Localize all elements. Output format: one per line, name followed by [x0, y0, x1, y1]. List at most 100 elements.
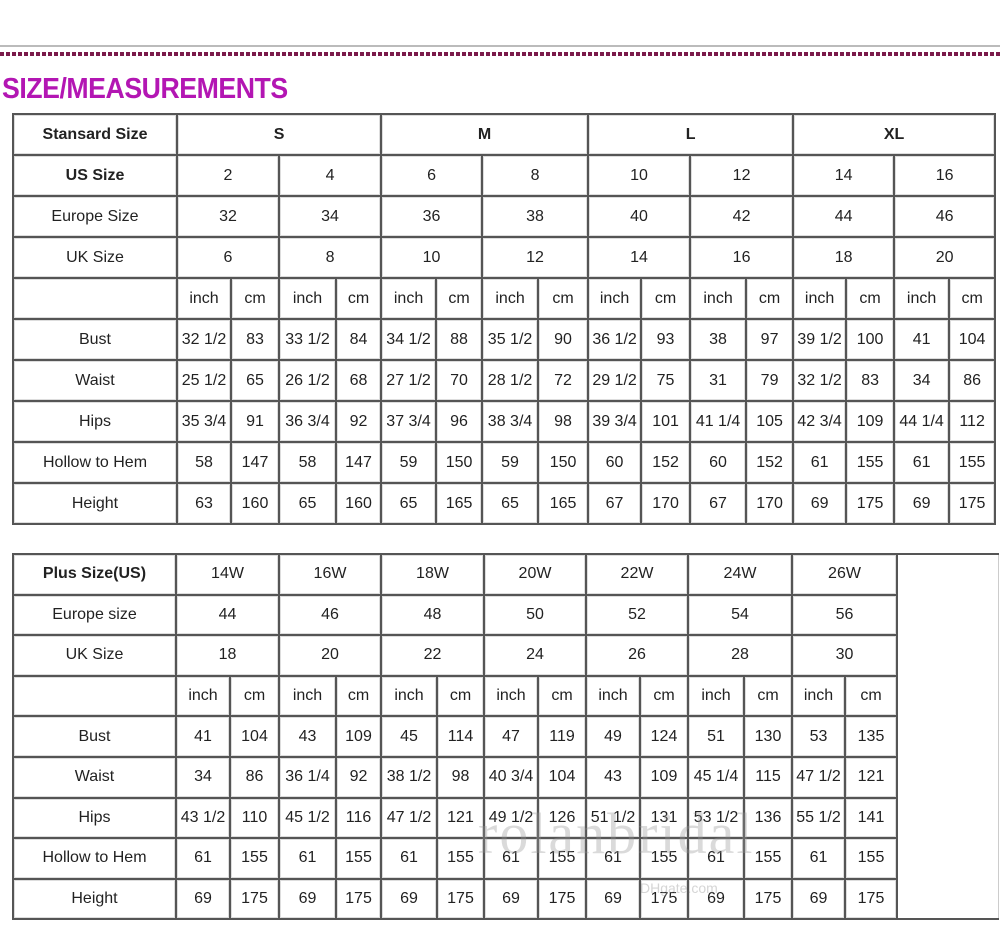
table-cell: 60 — [689, 441, 748, 484]
table-row: Waist 34 86 36 1/4 92 38 1/2 98 40 3/4 104 43 109 4… — [12, 755, 998, 799]
table-cell: 83 — [845, 359, 896, 402]
table-cell: 38 — [481, 195, 590, 238]
table-cell: 69 — [483, 877, 539, 921]
table-cell: 175 — [639, 877, 689, 921]
table-cell: 34 — [277, 195, 383, 238]
table-row: Hollow to Hem 58 147 58 147 59 150 59 150 60 152 60… — [12, 441, 997, 484]
table-cell: 18W — [380, 553, 485, 596]
table-cell: 34 — [893, 359, 951, 402]
table-cell: 48 — [380, 593, 485, 637]
table-cell: 54 — [687, 593, 793, 637]
unit-label: inch — [481, 277, 540, 320]
table-cell: 28 1/2 — [481, 359, 540, 402]
table-cell: 114 — [436, 715, 485, 758]
table-cell: 69 — [278, 877, 337, 921]
header-row: Stansard Size S M L XL — [12, 113, 997, 156]
table-cell: 68 — [334, 359, 383, 402]
table-cell: 41 1/4 — [689, 400, 748, 443]
table-cell: 155 — [639, 837, 689, 880]
table-cell: 60 — [587, 441, 643, 484]
table-cell: 61 — [687, 837, 745, 880]
table-cell: 44 — [792, 195, 896, 238]
unit-label: inch — [483, 674, 539, 718]
unit-label: inch — [587, 277, 643, 320]
row-label: Bust — [12, 715, 177, 758]
table-cell: 112 — [948, 400, 997, 443]
table-cell: 39 1/2 — [792, 318, 848, 361]
unit-label: cm — [745, 277, 795, 320]
table-cell: 43 1/2 — [175, 796, 231, 840]
unit-label: cm — [334, 277, 383, 320]
table-cell: 31 — [689, 359, 748, 402]
unit-label: cm — [639, 674, 689, 718]
unit-label: inch — [893, 277, 951, 320]
unit-label: cm — [844, 674, 898, 718]
unit-label: inch — [176, 277, 232, 320]
table-cell: 61 — [893, 441, 951, 484]
table-row: Hips 43 1/2 110 45 1/2 116 47 1/2 121 49 1/2 126… — [12, 796, 998, 840]
table-row: Bust 41 104 43 109 45 114 47 119 49 124 51 130 53 135 — [12, 715, 998, 758]
table-row: Waist 25 1/2 65 26 1/2 68 27 1/2 70 28 1/2 72 29 … — [12, 359, 997, 402]
table-cell: 26W — [791, 553, 898, 596]
unit-label: inch — [175, 674, 231, 718]
unit-label: cm — [230, 277, 280, 320]
table-cell: 2 — [176, 154, 280, 197]
table-cell: 119 — [537, 715, 587, 758]
table-cell: 10 — [380, 236, 484, 279]
table-cell: 16 — [893, 154, 997, 197]
table-cell: 101 — [640, 400, 692, 443]
table-cell: 8 — [277, 236, 383, 279]
table-cell: 160 — [334, 482, 383, 525]
table-cell: 69 — [687, 877, 745, 921]
table-cell: 175 — [844, 877, 898, 921]
size-group-l: L — [587, 113, 795, 156]
table-cell: 86 — [229, 755, 280, 799]
table-cell: 98 — [537, 400, 590, 443]
table-cell: 155 — [743, 837, 793, 880]
table-cell: 39 3/4 — [587, 400, 643, 443]
table-cell: 32 1/2 — [792, 359, 848, 402]
size-group-m: M — [380, 113, 590, 156]
table-cell: 32 — [176, 195, 280, 238]
table-cell: 93 — [640, 318, 692, 361]
table-cell: 72 — [537, 359, 590, 402]
row-label: Hips — [12, 400, 178, 443]
table-cell: 63 — [176, 482, 232, 525]
table-cell: 155 — [436, 837, 485, 880]
unit-label: cm — [845, 277, 896, 320]
table-cell: 35 1/2 — [481, 318, 540, 361]
table-cell: 34 1/2 — [380, 318, 438, 361]
table-cell: 124 — [639, 715, 689, 758]
table-cell: 8 — [481, 154, 590, 197]
table-cell: 61 — [792, 441, 848, 484]
table-cell: 67 — [587, 482, 643, 525]
table-cell: 104 — [229, 715, 280, 758]
table-cell: 46 — [278, 593, 382, 637]
blank-column — [896, 552, 999, 921]
table-cell: 36 1/2 — [587, 318, 643, 361]
table-cell: 104 — [948, 318, 997, 361]
table-cell: 155 — [229, 837, 280, 880]
table-cell: 90 — [537, 318, 590, 361]
table-cell: 59 — [380, 441, 438, 484]
table-cell: 175 — [948, 482, 997, 525]
row-label: Hollow to Hem — [12, 837, 177, 880]
row-label: Height — [12, 877, 177, 921]
table-cell: 51 — [687, 715, 745, 758]
table-cell: 26 — [585, 634, 689, 677]
divider-line — [0, 45, 1000, 47]
table-cell: 45 1/2 — [278, 796, 337, 840]
table-cell: 33 1/2 — [278, 318, 337, 361]
table-cell: 61 — [585, 837, 641, 880]
row-label: UK Size — [12, 236, 178, 279]
table-row: UK Size 18 20 22 24 26 28 30 — [12, 634, 998, 677]
table-cell: 52 — [585, 593, 689, 637]
table-cell: 49 — [585, 715, 641, 758]
table-cell: 41 — [893, 318, 951, 361]
table-cell: 105 — [745, 400, 795, 443]
table-cell: 69 — [893, 482, 951, 525]
table-row: US Size 2 4 6 8 10 12 14 16 — [12, 154, 997, 197]
table-cell: 175 — [743, 877, 793, 921]
dotted-divider — [0, 52, 1000, 56]
table-cell: 109 — [639, 755, 689, 799]
